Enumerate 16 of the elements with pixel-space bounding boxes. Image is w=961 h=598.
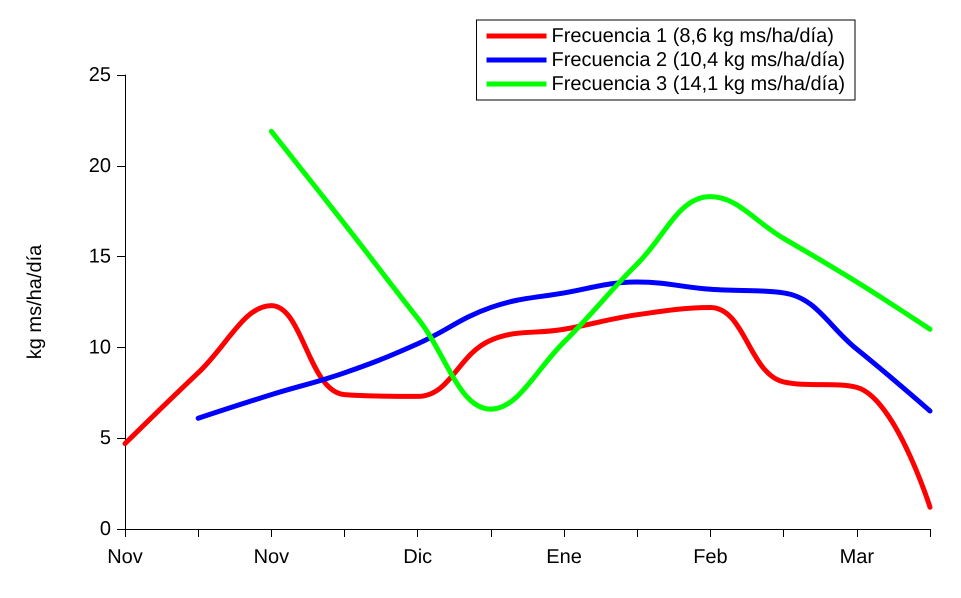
x-tick-label: Nov [254, 546, 290, 568]
y-tick-label: 15 [88, 246, 111, 268]
y-tick-label: 25 [88, 64, 111, 86]
x-tick-label: Feb [693, 546, 728, 568]
y-tick-label: 5 [100, 427, 111, 450]
x-tick-label: Mar [840, 546, 874, 568]
y-tick-label: 20 [88, 154, 111, 177]
y-tick-label: 10 [88, 336, 111, 358]
x-tick-label: Dic [403, 546, 432, 568]
y-tick-label: 0 [100, 518, 111, 540]
legend-label: Frecuencia 3 (14,1 kg ms/ha/día) [552, 73, 846, 95]
y-axis-title: kg ms/ha/día [24, 244, 46, 360]
x-tick-label: Nov [107, 546, 143, 568]
legend-label: Frecuencia 1 (8,6 kg ms/ha/día) [552, 25, 834, 47]
x-tick-label: Ene [546, 546, 582, 568]
legend-label: Frecuencia 2 (10,4 kg ms/ha/día) [552, 49, 846, 71]
